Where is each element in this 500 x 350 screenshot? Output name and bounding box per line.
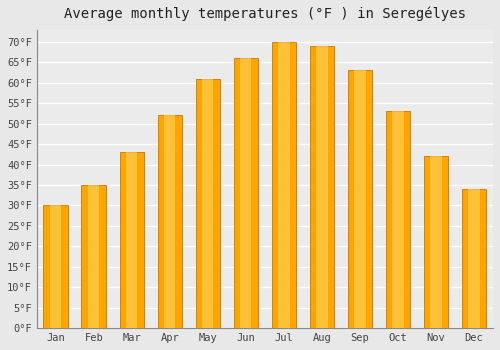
Bar (386, 111, 410, 328)
Bar (310, 46, 334, 328)
FancyBboxPatch shape (240, 58, 252, 328)
Bar (44, 205, 68, 328)
FancyBboxPatch shape (50, 205, 62, 328)
Bar (234, 58, 258, 328)
FancyBboxPatch shape (468, 189, 479, 328)
FancyBboxPatch shape (202, 79, 213, 328)
FancyBboxPatch shape (316, 46, 328, 328)
FancyBboxPatch shape (126, 152, 138, 328)
FancyBboxPatch shape (392, 111, 404, 328)
Bar (272, 42, 296, 328)
Bar (82, 185, 106, 328)
FancyBboxPatch shape (430, 156, 442, 328)
FancyBboxPatch shape (354, 70, 366, 328)
Bar (120, 152, 144, 328)
FancyBboxPatch shape (278, 42, 289, 328)
FancyBboxPatch shape (88, 185, 100, 328)
Title: Average monthly temperatures (°F ) in Seregélyes: Average monthly temperatures (°F ) in Se… (64, 7, 466, 21)
Bar (348, 70, 372, 328)
Bar (424, 156, 448, 328)
Bar (462, 189, 486, 328)
Bar (158, 116, 182, 328)
Bar (196, 79, 220, 328)
FancyBboxPatch shape (164, 116, 175, 328)
